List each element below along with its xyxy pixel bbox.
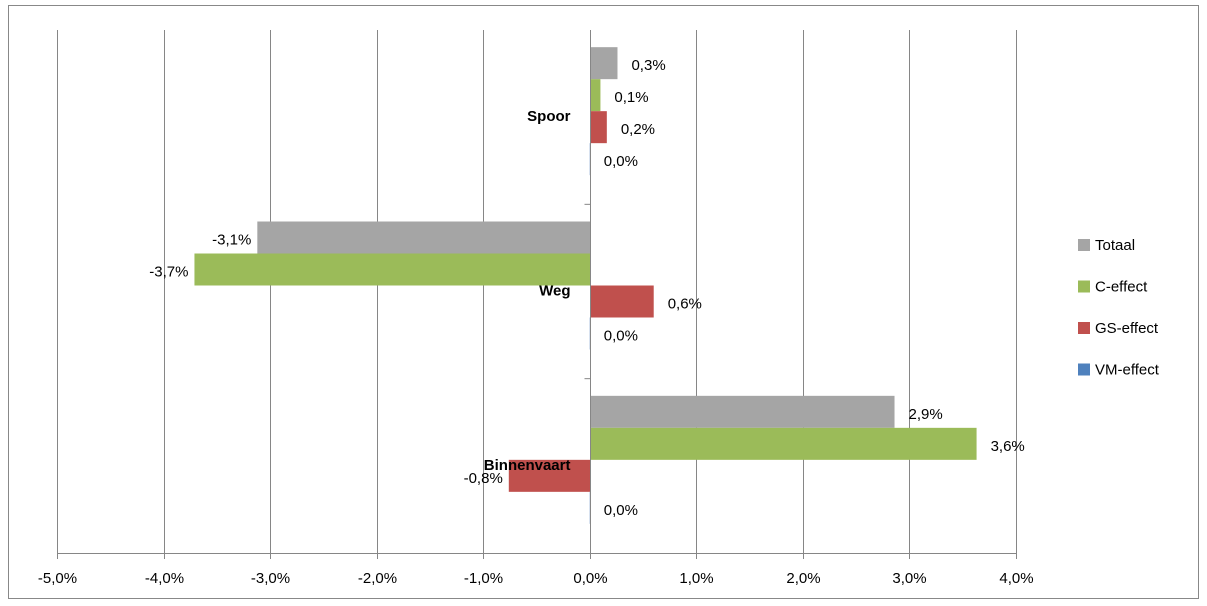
x-tick-label: 2,0% bbox=[786, 570, 820, 587]
x-tick-label: -2,0% bbox=[358, 570, 397, 587]
legend-swatch bbox=[1078, 322, 1090, 334]
legend-label: GS-effect bbox=[1095, 320, 1159, 337]
legend-label: VM-effect bbox=[1095, 361, 1160, 378]
legend-label: Totaal bbox=[1095, 237, 1135, 254]
x-tick-label: 1,0% bbox=[679, 570, 713, 587]
data-label: -0,8% bbox=[464, 470, 503, 487]
bar bbox=[590, 285, 654, 318]
bar bbox=[508, 459, 591, 492]
data-label: -3,7% bbox=[149, 263, 188, 280]
x-tick-label: -1,0% bbox=[464, 570, 503, 587]
x-tick-label: -4,0% bbox=[145, 570, 184, 587]
bar bbox=[257, 221, 591, 254]
bar bbox=[590, 79, 601, 112]
data-label: 3,6% bbox=[991, 438, 1025, 455]
bar bbox=[590, 395, 895, 428]
legend-swatch bbox=[1078, 363, 1090, 376]
data-label: 0,0% bbox=[604, 327, 638, 344]
data-label: -3,1% bbox=[212, 231, 251, 248]
category-label: Spoor bbox=[527, 108, 570, 125]
data-label: 0,0% bbox=[604, 502, 638, 519]
legend-swatch bbox=[1078, 239, 1090, 251]
data-label: 0,2% bbox=[621, 121, 655, 138]
category-label: Binnenvaart bbox=[484, 457, 571, 474]
data-label: 0,0% bbox=[604, 153, 638, 170]
bar bbox=[590, 427, 977, 460]
x-tick-label: 4,0% bbox=[999, 570, 1033, 587]
data-label: 0,3% bbox=[631, 57, 665, 74]
x-tick-label: 0,0% bbox=[573, 570, 607, 587]
bar bbox=[590, 111, 607, 144]
legend-label: C-effect bbox=[1095, 278, 1148, 295]
x-tick-label: -5,0% bbox=[38, 570, 77, 587]
bar bbox=[590, 47, 618, 80]
data-label: 0,6% bbox=[668, 295, 702, 312]
x-tick-label: 3,0% bbox=[892, 570, 926, 587]
data-label: 2,9% bbox=[909, 406, 943, 423]
data-label: 0,1% bbox=[614, 89, 648, 106]
legend-swatch bbox=[1078, 280, 1090, 293]
bar bbox=[194, 253, 591, 286]
category-label: Weg bbox=[539, 282, 570, 299]
x-tick-label: -3,0% bbox=[251, 570, 290, 587]
